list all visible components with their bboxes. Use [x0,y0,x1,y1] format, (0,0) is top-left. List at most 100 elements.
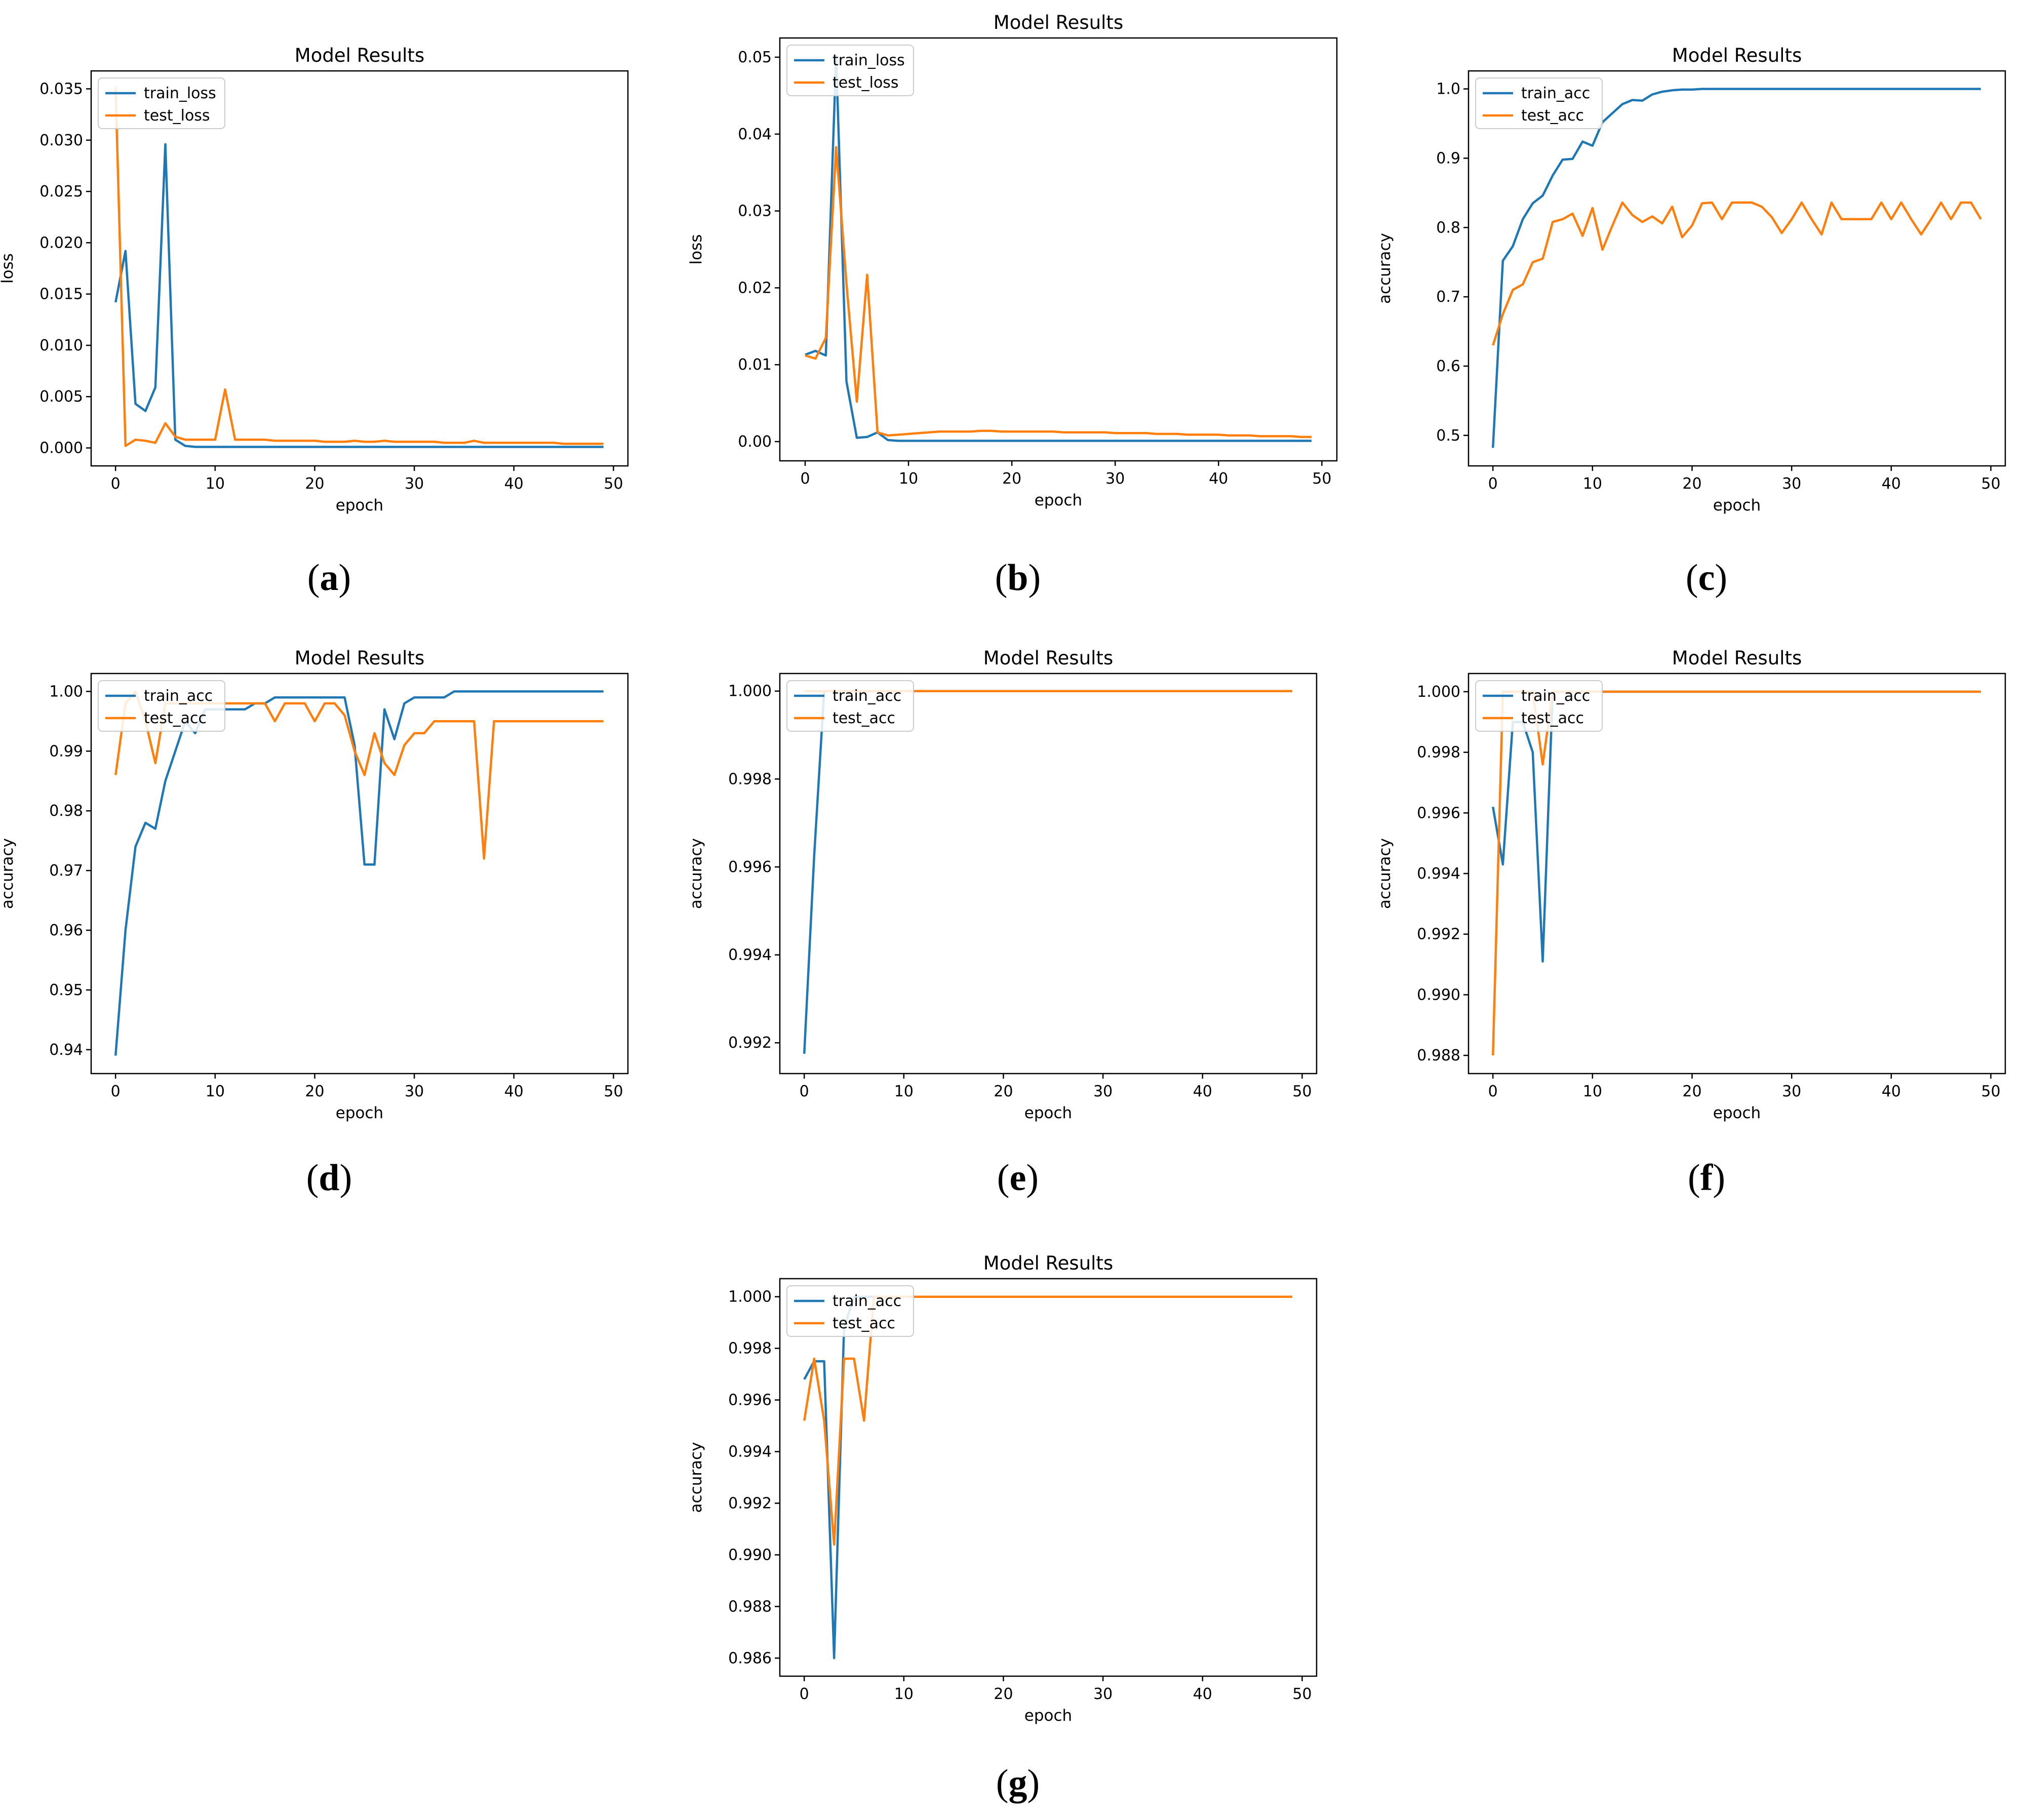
axes-frame [779,1278,1318,1677]
series-line-train_acc [1491,690,1981,963]
x-axis-label: epoch [1713,1104,1761,1122]
plot-area [1491,88,1982,448]
plot-area [114,690,604,1056]
y-tick-label: 0.98 [49,802,83,820]
axes-frame [90,70,629,467]
chart-title: Model Results [1672,45,1802,66]
y-tick-label: 0.988 [728,1598,772,1615]
legend-label: test_acc [832,709,895,727]
y-tick-label: 0.9 [1436,149,1460,167]
x-tick-label: 50 [1981,1083,2000,1100]
x-axis-label: epoch [1024,1707,1072,1725]
panel-caption: (g) [996,1762,1040,1804]
series-line-train_loss [114,143,604,448]
x-tick-label: 10 [206,475,225,493]
legend: train_acc test_acc [98,680,225,732]
y-tick-label: 0.015 [39,286,83,303]
y-tick-label: 0.000 [39,440,83,457]
legend-label: train_loss [144,85,216,102]
x-tick-label: 30 [405,475,424,493]
y-tick-label: 0.998 [1417,744,1460,762]
y-axis-label: accuracy [0,838,17,909]
legend-label: train_loss [832,52,905,69]
y-tick-label: 0.00 [738,433,772,451]
y-axis-label: accuracy [687,838,705,909]
x-tick-label: 40 [504,475,524,493]
y-tick-label: 0.996 [728,1392,772,1409]
y-tick-label: 1.000 [1417,683,1460,701]
y-tick-label: 0.7 [1436,288,1460,306]
x-tick-label: 0 [111,1083,121,1100]
axes-frame [90,672,629,1075]
legend-label: train_acc [1521,85,1590,102]
y-tick-label: 0.994 [1417,865,1460,883]
y-tick-label: 1.0 [1436,81,1460,98]
plot-area [803,1295,1292,1659]
x-tick-label: 10 [894,1685,914,1703]
x-tick-label: 0 [800,1083,809,1100]
chart-title: Model Results [295,647,424,669]
y-tick-label: 0.96 [49,922,83,939]
y-tick-label: 0.994 [728,1443,772,1461]
y-tick-label: 0.005 [39,388,83,406]
x-tick-label: 50 [1292,1685,1312,1703]
y-tick-label: 1.000 [728,683,772,700]
y-tick-label: 1.00 [49,683,83,700]
x-tick-label: 20 [1682,1083,1701,1100]
y-tick-label: 0.992 [1417,926,1460,943]
x-tick-label: 40 [1882,475,1901,493]
x-tick-label: 30 [1093,1685,1113,1703]
series-line-test_acc [1492,201,1982,346]
y-tick-label: 0.994 [728,946,772,964]
x-tick-label: 10 [1583,475,1602,493]
y-tick-label: 0.02 [738,279,772,297]
x-tick-label: 30 [1782,475,1801,493]
x-axis-label: epoch [1035,491,1082,509]
x-tick-label: 50 [1981,475,2000,493]
series-line-train_acc [114,690,604,1056]
x-tick-label: 30 [405,1083,424,1100]
x-tick-label: 0 [111,475,121,493]
x-tick-label: 20 [1002,470,1021,488]
x-tick-label: 0 [1488,475,1498,493]
x-tick-label: 30 [1105,470,1125,488]
chart-title: Model Results [983,1252,1113,1274]
x-tick-label: 0 [800,470,810,488]
series-line-test_loss [114,87,604,447]
x-tick-label: 50 [1312,470,1331,488]
y-tick-label: 0.010 [39,337,83,354]
y-axis-label: accuracy [1376,233,1394,304]
y-axis-label: loss [0,253,17,284]
y-tick-label: 1.000 [728,1288,772,1306]
x-tick-label: 30 [1093,1083,1113,1100]
legend-label: test_acc [1521,107,1584,125]
x-tick-label: 40 [1193,1685,1212,1703]
panel-c: Model Results 0 10 20 30 40 50 0.5 0.6 0.7 0.8 0.9 1… [1376,45,2006,599]
y-tick-label: 0.990 [1417,986,1460,1004]
panel-caption: (a) [307,557,351,599]
y-tick-label: 0.97 [49,862,83,880]
x-tick-label: 40 [504,1083,524,1100]
x-tick-label: 20 [994,1685,1013,1703]
panel-caption: (e) [997,1157,1039,1199]
chart-title: Model Results [1672,647,1802,669]
y-tick-label: 0.94 [49,1041,83,1059]
x-tick-label: 30 [1782,1083,1801,1100]
legend-label: test_acc [832,1315,895,1332]
y-tick-label: 0.03 [738,203,772,220]
x-tick-label: 20 [994,1083,1013,1100]
x-axis-label: epoch [336,496,383,515]
y-tick-label: 0.996 [1417,804,1460,822]
y-tick-label: 0.998 [728,1340,772,1358]
legend: train_acc test_acc [1475,77,1603,129]
panel-a: Model Results 0 10 20 30 40 50 0.000 0.005 0.010 0… [0,45,629,599]
y-tick-label: 0.05 [738,49,772,66]
x-tick-label: 10 [206,1083,225,1100]
y-tick-label: 0.6 [1436,358,1460,375]
chart-title: Model Results [983,647,1113,669]
legend-label: test_acc [1521,709,1584,727]
x-tick-label: 40 [1193,1083,1212,1100]
plot-area [803,690,1292,1054]
panel-caption: (b) [995,557,1041,599]
